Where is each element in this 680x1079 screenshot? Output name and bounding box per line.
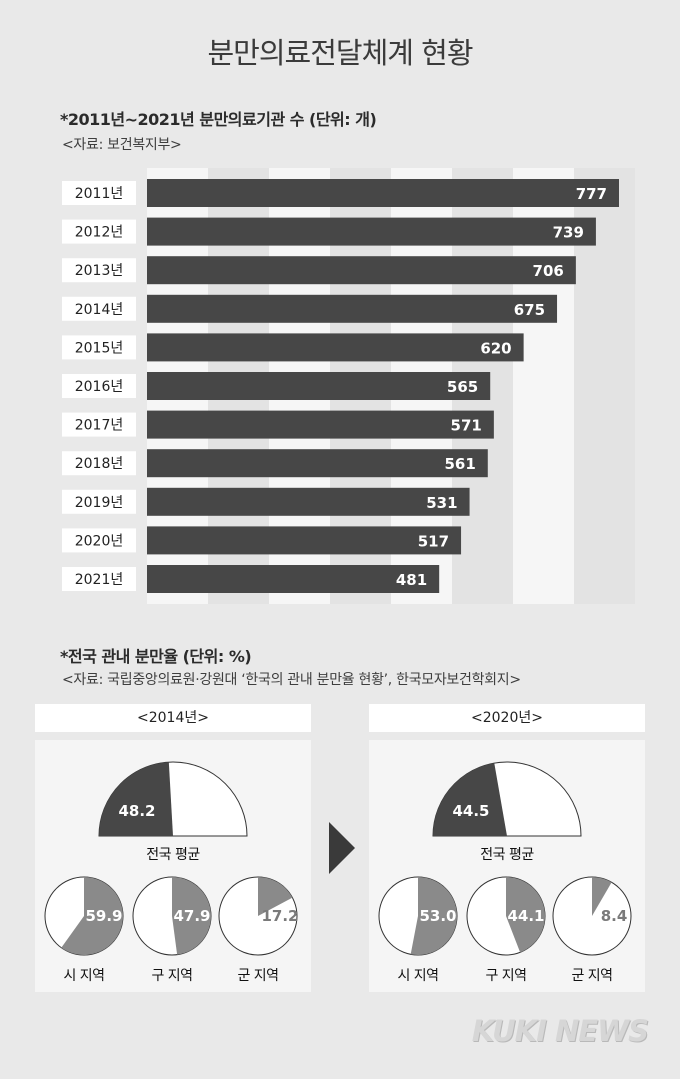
region-label-2014-si: 시 지역 (63, 968, 105, 984)
region-label-2014-gu: 구 지역 (151, 968, 193, 984)
pie-group-2020: 44.5 53.0 44.1 8.4 (378, 761, 632, 956)
year-label-box (62, 374, 136, 398)
year-label: 2018년 (75, 456, 124, 472)
year-label-box (62, 528, 136, 553)
page-title: 분만의료전달체계 현황 (207, 36, 473, 70)
year-label-box (62, 181, 136, 205)
region-value: 44.1 (507, 907, 544, 925)
region-label-2020-gun: 군 지역 (571, 968, 613, 984)
brand-logo: KUKI NEWS (471, 1014, 649, 1048)
bar-value-label: 777 (576, 185, 607, 203)
bar-chart-title: *2011년~2021년 분만의료기관 수 (단위: 개) (60, 110, 377, 129)
region-slice (592, 877, 612, 916)
bar-value-label: 517 (418, 532, 449, 550)
year-label: 2019년 (75, 495, 124, 511)
region-value: 17.2 (261, 907, 298, 925)
bar (147, 179, 619, 207)
year-label: 2012년 (75, 225, 124, 241)
national-slice (433, 763, 507, 836)
period-panel-2014: 48.2 59.9 47.9 17.2 전국 평균 시 지역 구 지역 군 지역 (35, 740, 311, 992)
year-label: 2011년 (75, 186, 124, 202)
year-label-box (62, 335, 136, 360)
pie-chart-title: *전국 관내 분만율 (단위: %) (60, 647, 252, 666)
year-label-box (62, 567, 136, 591)
pie-chart-source: <자료: 국립중앙의료원·강원대 ‘한국의 관내 분만율 현황’, 한국모자보건… (62, 672, 521, 688)
bar-chart: 2011년 777 2012년 739 2013년 706 2014년 675 2015년 620… (62, 168, 635, 604)
national-value: 48.2 (118, 802, 155, 820)
bar (147, 217, 596, 246)
bar (147, 410, 494, 439)
region-value: 59.9 (85, 907, 122, 925)
year-label: 2014년 (75, 302, 124, 318)
year-label-box (62, 412, 136, 437)
bar-value-label: 565 (447, 378, 478, 396)
bar-value-label: 571 (451, 417, 482, 435)
bar-chart-source: <자료: 보건복지부> (62, 137, 182, 153)
national-slice (99, 762, 173, 836)
bar-value-label: 675 (514, 301, 545, 319)
period-header-2014: <2014년> (35, 704, 311, 732)
bar (147, 565, 440, 593)
year-label: 2020년 (75, 533, 124, 549)
region-value: 8.4 (601, 907, 628, 925)
region-label-2014-gun: 군 지역 (237, 968, 279, 984)
year-label: 2016년 (75, 379, 124, 395)
region-slice (258, 877, 293, 916)
region-slice (61, 877, 123, 955)
bar (147, 372, 491, 400)
region-slice (410, 877, 457, 955)
national-value: 44.5 (452, 802, 489, 820)
year-label-box (62, 219, 136, 244)
region-slice (506, 877, 545, 953)
bar (147, 487, 470, 516)
bar-value-label: 481 (396, 571, 427, 589)
region-slice (172, 877, 211, 955)
period-panel-2020: 44.5 53.0 44.1 8.4 전국 평균 시 지역 구 지역 군 지역 (369, 740, 645, 992)
bar (147, 526, 462, 555)
region-label-2020-gu: 구 지역 (485, 968, 527, 984)
year-label: 2015년 (75, 340, 124, 356)
year-label-box (62, 489, 136, 514)
region-value: 53.0 (419, 907, 456, 925)
bar-value-label: 739 (553, 224, 584, 242)
bar (147, 333, 524, 362)
year-label-box (62, 258, 136, 283)
bar-value-label: 561 (444, 455, 475, 473)
bar (147, 256, 576, 285)
national-label-2020: 전국 평균 (480, 847, 534, 863)
region-label-2020-si: 시 지역 (397, 968, 439, 984)
pie-group-2014: 48.2 59.9 47.9 17.2 (44, 761, 299, 956)
year-label: 2013년 (75, 263, 124, 279)
bar (147, 294, 558, 323)
bar-value-label: 706 (533, 262, 564, 280)
period-header-2020: <2020년> (369, 704, 645, 732)
year-label-box (62, 451, 136, 476)
national-label-2014: 전국 평균 (146, 847, 200, 863)
bar-value-label: 531 (426, 494, 457, 512)
year-label: 2017년 (75, 418, 124, 434)
arrow-right-icon (329, 822, 355, 874)
year-label-box (62, 296, 136, 321)
bar-value-label: 620 (480, 339, 511, 357)
region-value: 47.9 (173, 907, 210, 925)
bar (147, 449, 488, 478)
year-label: 2021년 (75, 572, 124, 588)
